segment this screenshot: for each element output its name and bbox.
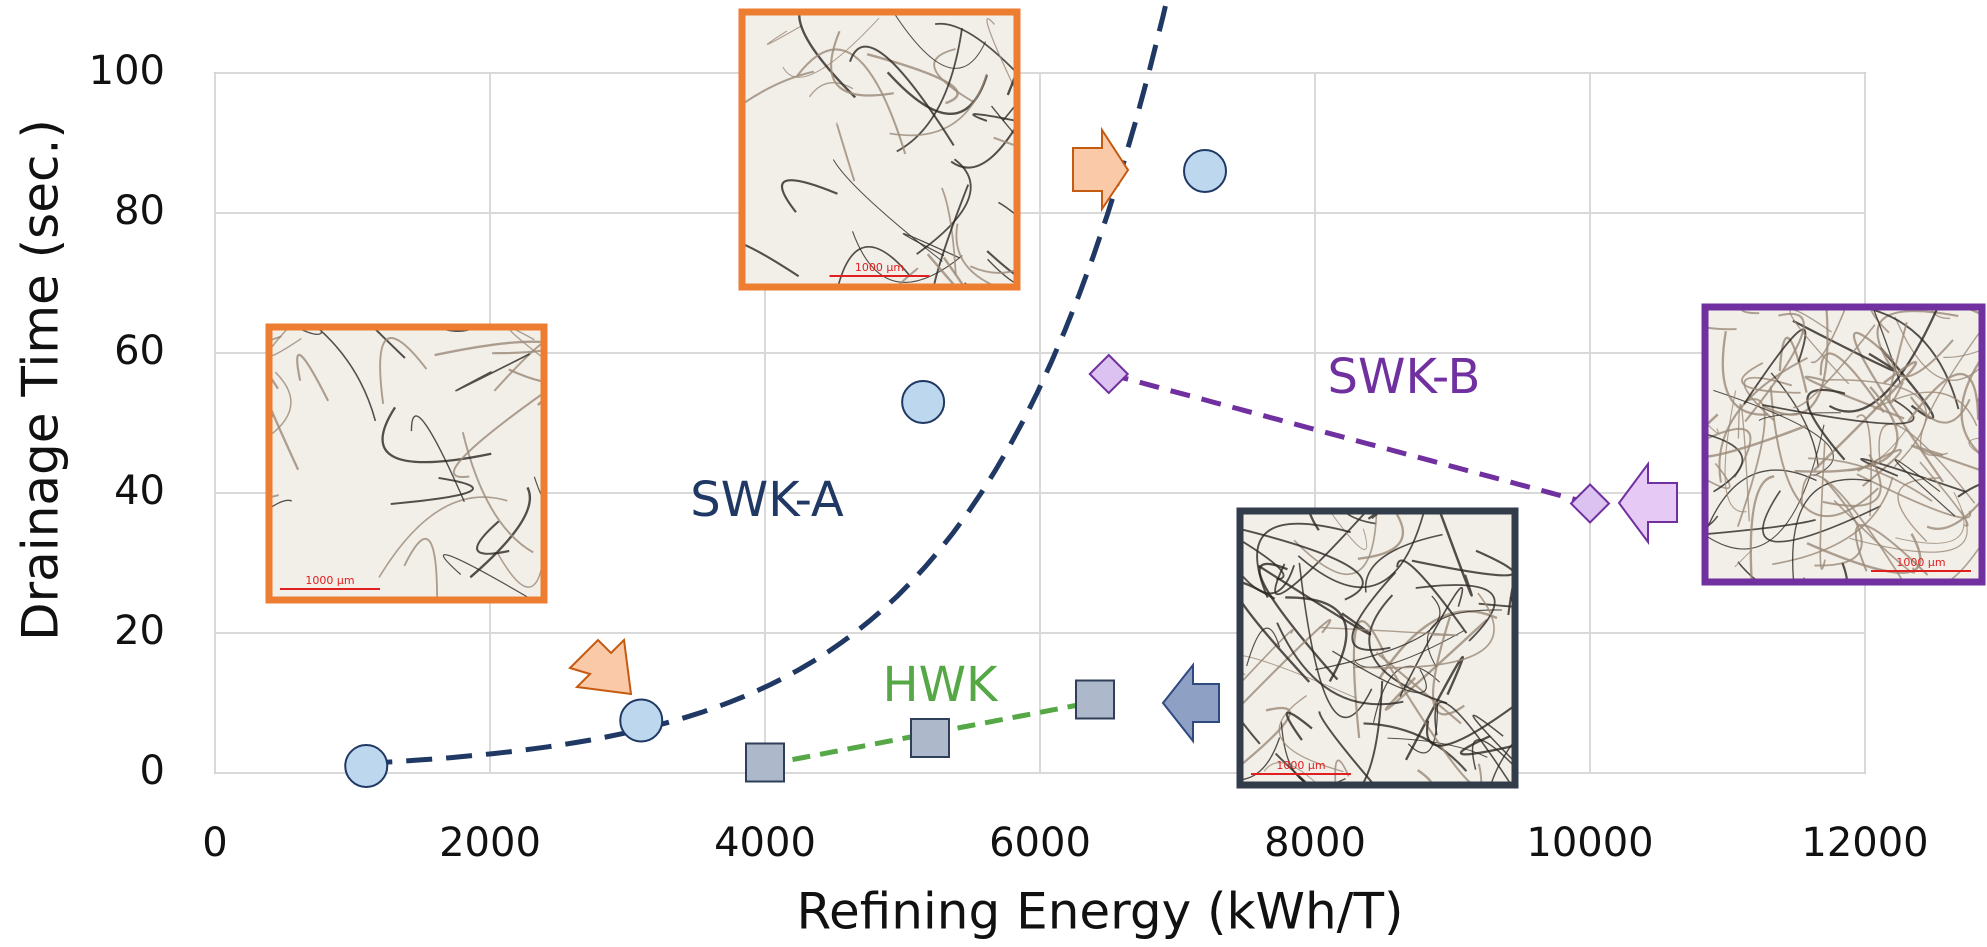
x-tick-label: 10000 [1526, 820, 1653, 866]
scale-label: 1000 µm [1896, 556, 1945, 569]
y-tick-label: 0 [140, 748, 165, 794]
fiber [1741, 223, 1882, 313]
data-point [746, 744, 784, 782]
fiber [1335, 394, 1399, 523]
x-tick-label: 0 [202, 820, 227, 866]
page: {"chart_data": { "type": "scatter", "x_l… [0, 0, 1987, 947]
y-tick-label: 60 [114, 328, 165, 374]
y-tick-label: 80 [114, 188, 165, 234]
micrograph [697, 0, 1105, 390]
x-tick-label: 6000 [989, 820, 1091, 866]
series-label: HWK [882, 657, 999, 713]
data-point [1184, 150, 1226, 192]
fiber [442, 232, 507, 331]
arrow [1619, 464, 1677, 542]
x-tick-label: 4000 [714, 820, 816, 866]
data-point [1076, 681, 1114, 719]
scale-label: 1000 µm [305, 574, 354, 587]
data-point [1090, 355, 1128, 393]
fiber [1185, 533, 1238, 555]
fiber [1828, 579, 1905, 622]
fiber [1511, 597, 1597, 656]
scale-label: 1000 µm [855, 261, 904, 274]
y-tick-label: 20 [114, 608, 165, 654]
data-point [902, 381, 944, 423]
data-point [345, 745, 387, 787]
fiber [1964, 189, 1987, 310]
series-label: SWK-B [1328, 349, 1481, 405]
data-point [620, 700, 662, 742]
data-point [911, 719, 949, 757]
arrow [1073, 130, 1128, 209]
arrow [570, 640, 631, 694]
y-tick-label: 40 [114, 468, 165, 514]
fiber [1736, 577, 1818, 697]
y-axis-title: Drainage Time (sec.) [12, 119, 70, 641]
chart: 1000 µm 1000 µm 1000 µm 1000 µm Refining En… [0, 0, 1987, 947]
micrograph [188, 220, 649, 627]
x-tick-label: 2000 [439, 820, 541, 866]
x-tick-label: 12000 [1801, 820, 1928, 866]
series-label: SWK-A [690, 472, 844, 528]
micrograph [1577, 189, 1987, 698]
arrow [1163, 665, 1219, 741]
scale-label: 1000 µm [1276, 759, 1325, 772]
fiber [760, 0, 823, 9]
y-tick-label: 100 [89, 48, 165, 94]
x-axis-title: Refining Energy (kWh/T) [796, 883, 1403, 941]
x-tick-label: 8000 [1264, 820, 1366, 866]
data-point [1571, 485, 1609, 523]
